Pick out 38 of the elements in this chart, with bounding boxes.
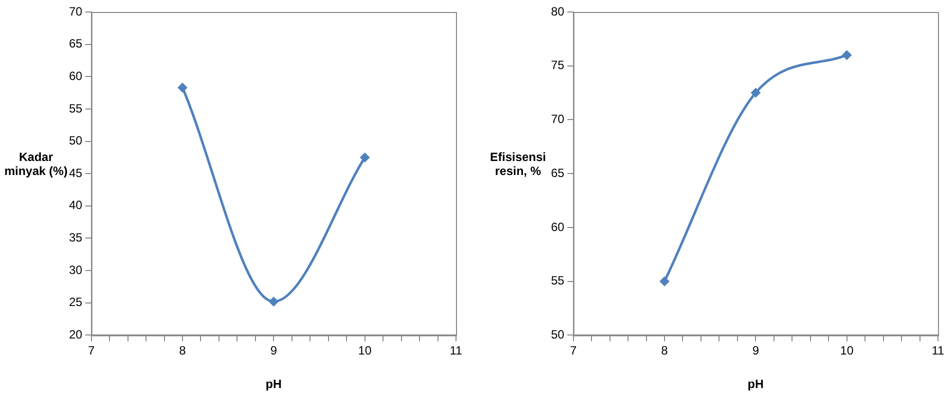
point [842,50,852,60]
point [268,296,279,307]
y-tick-label: 55 [550,274,565,288]
y-tick-label: 50 [68,134,83,148]
x-tick-label: 9 [270,344,278,358]
x-tick-label: 8 [661,344,668,358]
point [360,152,370,162]
y-tick-label: 70 [550,112,565,126]
point [660,276,670,286]
x-tick-label: 7 [88,344,96,358]
y-tick-label: 75 [550,58,565,72]
y-tick-label: 60 [68,68,83,83]
x-axis-title: pH [266,377,282,392]
y-tick-label: 50 [550,328,565,342]
x-tick-label: 11 [932,344,945,358]
y-tick-label: 60 [550,220,565,234]
y-tick-label: 45 [68,166,83,180]
x-tick-label: 10 [840,344,854,358]
point [178,82,188,93]
y-axis-title: Efisisensi resin, % [490,150,546,178]
y-tick-label: 20 [68,328,83,342]
y-tick-label: 80 [550,4,565,18]
x-tick-label: 9 [752,344,760,358]
y-tick-label: 35 [68,230,83,245]
x-tick-label: 10 [358,344,372,358]
y-tick-label: 70 [68,4,83,18]
y-axis-title: Kadar minyak (%) [4,150,68,178]
y-tick-label: 40 [68,198,83,212]
x-tick-label: 11 [450,344,463,358]
x-axis-title: pH [748,377,764,392]
y-tick-label: 65 [550,166,565,180]
y-tick-label: 65 [68,36,83,51]
y-tick-label: 55 [68,101,83,116]
y-tick-label: 25 [68,295,83,310]
y-tick-label: 30 [68,262,83,277]
point [750,88,761,98]
x-tick-label: 8 [179,344,186,358]
x-tick-label: 7 [570,344,578,358]
